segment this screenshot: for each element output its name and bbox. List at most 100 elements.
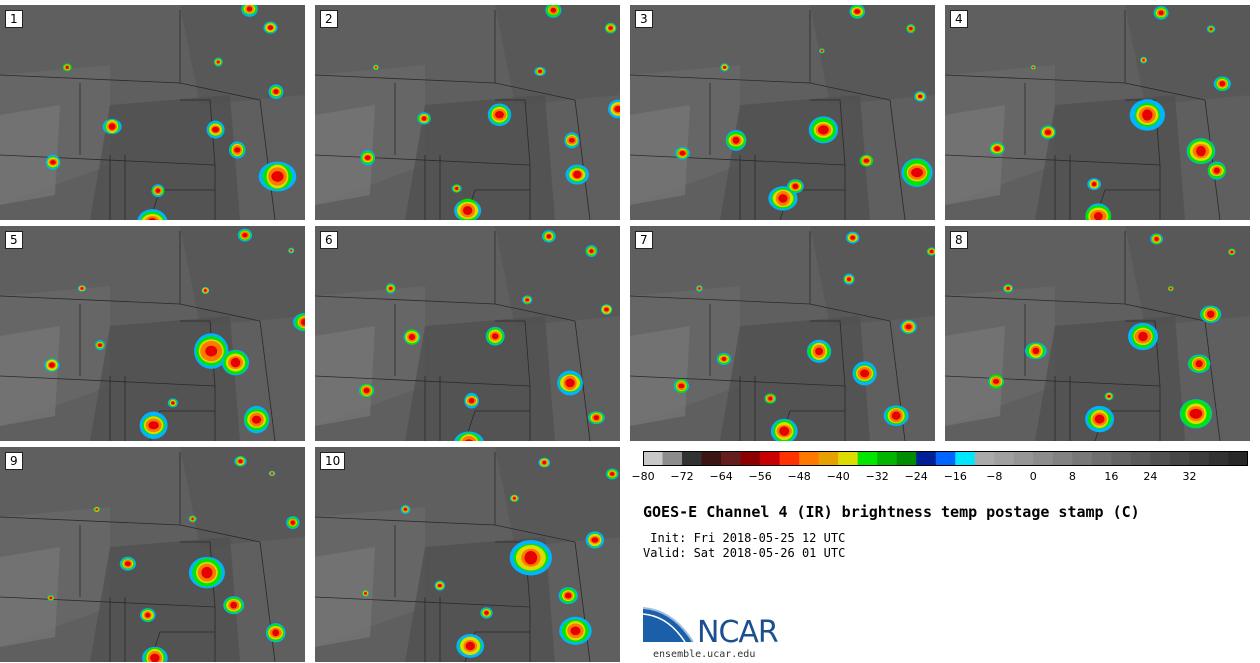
storm-cell <box>80 287 84 290</box>
storm-cell <box>462 205 473 215</box>
storm-cell <box>270 472 274 475</box>
storm-cell <box>1138 331 1148 342</box>
storm-cell <box>854 9 861 14</box>
storm-cell <box>205 345 218 357</box>
storm-cell <box>1091 181 1097 187</box>
state-border <box>315 596 531 608</box>
storm-cell <box>364 155 371 161</box>
storm-cell <box>468 398 475 404</box>
storm-cell <box>512 497 516 500</box>
storm-cell <box>593 415 600 421</box>
storm-cell <box>994 146 1001 152</box>
storm-cell <box>191 517 194 521</box>
state-border <box>0 375 216 387</box>
panel-number: 10 <box>320 452 346 470</box>
storm-cell <box>909 27 913 31</box>
storm-cell <box>820 49 823 52</box>
state-border <box>1204 320 1221 441</box>
postage-stamp-panel: 7 <box>630 226 935 441</box>
storm-cell <box>679 150 686 156</box>
colorbar-tick-label: −80 <box>631 470 655 483</box>
storm-cell <box>1006 286 1010 291</box>
storm-cell <box>589 249 594 253</box>
panel-number: 5 <box>5 231 23 249</box>
storm-cell <box>1219 80 1226 87</box>
storm-cell <box>1107 394 1111 398</box>
storm-cell <box>1213 167 1220 174</box>
state-border <box>810 99 846 166</box>
storm-cell <box>918 94 923 99</box>
colorbar-swatch <box>721 451 742 466</box>
storm-cell <box>421 116 427 121</box>
colorbar-swatch <box>1189 451 1210 466</box>
colorbar-swatch <box>1228 451 1248 466</box>
storm-cell <box>238 459 243 464</box>
colorbar-swatch <box>1208 451 1229 466</box>
storm-cell <box>542 460 547 465</box>
ir-satellite-map <box>630 226 935 441</box>
state-border <box>315 154 531 166</box>
storm-cell <box>818 125 829 135</box>
storm-cell <box>608 26 613 30</box>
colorbar-swatch <box>1052 451 1073 466</box>
colorbar-outline <box>643 451 1248 466</box>
terrain-shading <box>630 326 690 426</box>
storm-cell <box>573 170 582 179</box>
terrain-shading <box>810 5 935 105</box>
storm-cell <box>212 126 220 133</box>
storm-cell <box>1154 236 1159 242</box>
colorbar-swatch <box>916 451 937 466</box>
storm-cell <box>1093 212 1103 220</box>
colorbar-tick-label: −40 <box>826 470 850 483</box>
storm-cell <box>461 436 477 441</box>
storm-cell <box>604 307 609 312</box>
terrain-shading <box>405 95 555 220</box>
state-border <box>259 320 276 441</box>
storm-cell <box>1169 287 1172 290</box>
storm-cell <box>929 249 934 254</box>
state-border <box>180 99 216 166</box>
colorbar-swatch <box>896 451 917 466</box>
terrain-shading <box>180 226 305 326</box>
colorbar-swatch <box>1013 451 1034 466</box>
terrain-shading <box>1125 226 1250 326</box>
storm-cell <box>779 426 790 436</box>
storm-cell <box>1032 66 1035 69</box>
storm-cell <box>911 167 923 178</box>
storm-cell <box>565 378 575 388</box>
storm-cell <box>234 147 241 153</box>
state-border <box>945 154 1161 166</box>
state-border <box>945 375 1161 387</box>
state-border <box>464 410 530 441</box>
panel-number: 7 <box>635 231 653 249</box>
state-border <box>495 99 531 166</box>
postage-stamp-panel: 8 <box>945 226 1250 441</box>
storm-cell <box>992 378 1000 384</box>
storm-cell <box>891 411 901 420</box>
colorbar-tick-label: −24 <box>904 470 928 483</box>
terrain-shading <box>1125 5 1250 105</box>
postage-stamp-panel: 6 <box>315 226 620 441</box>
storm-cell <box>230 357 241 368</box>
terrain-shading <box>810 226 935 326</box>
storm-cell <box>201 566 213 579</box>
terrain-shading <box>945 326 1005 426</box>
state-border <box>495 320 531 387</box>
storm-cell <box>905 324 912 330</box>
postage-stamp-panel: 2 <box>315 5 620 220</box>
storm-cell <box>50 160 56 165</box>
terrain-shading <box>315 547 375 647</box>
storm-cell <box>155 188 161 193</box>
colorbar-swatch <box>877 451 898 466</box>
panel-number: 9 <box>5 452 23 470</box>
panel-number: 1 <box>5 10 23 28</box>
storm-cell <box>1230 250 1234 254</box>
colorbar-swatch <box>701 451 722 466</box>
colorbar-swatch <box>818 451 839 466</box>
storm-cell <box>148 217 157 220</box>
ir-satellite-map <box>630 5 935 220</box>
storm-cell <box>267 25 274 30</box>
postage-stamp-panel: 9 <box>0 447 305 662</box>
storm-cell <box>678 383 685 389</box>
init-time: Init: Fri 2018-05-25 12 UTC <box>643 531 846 545</box>
